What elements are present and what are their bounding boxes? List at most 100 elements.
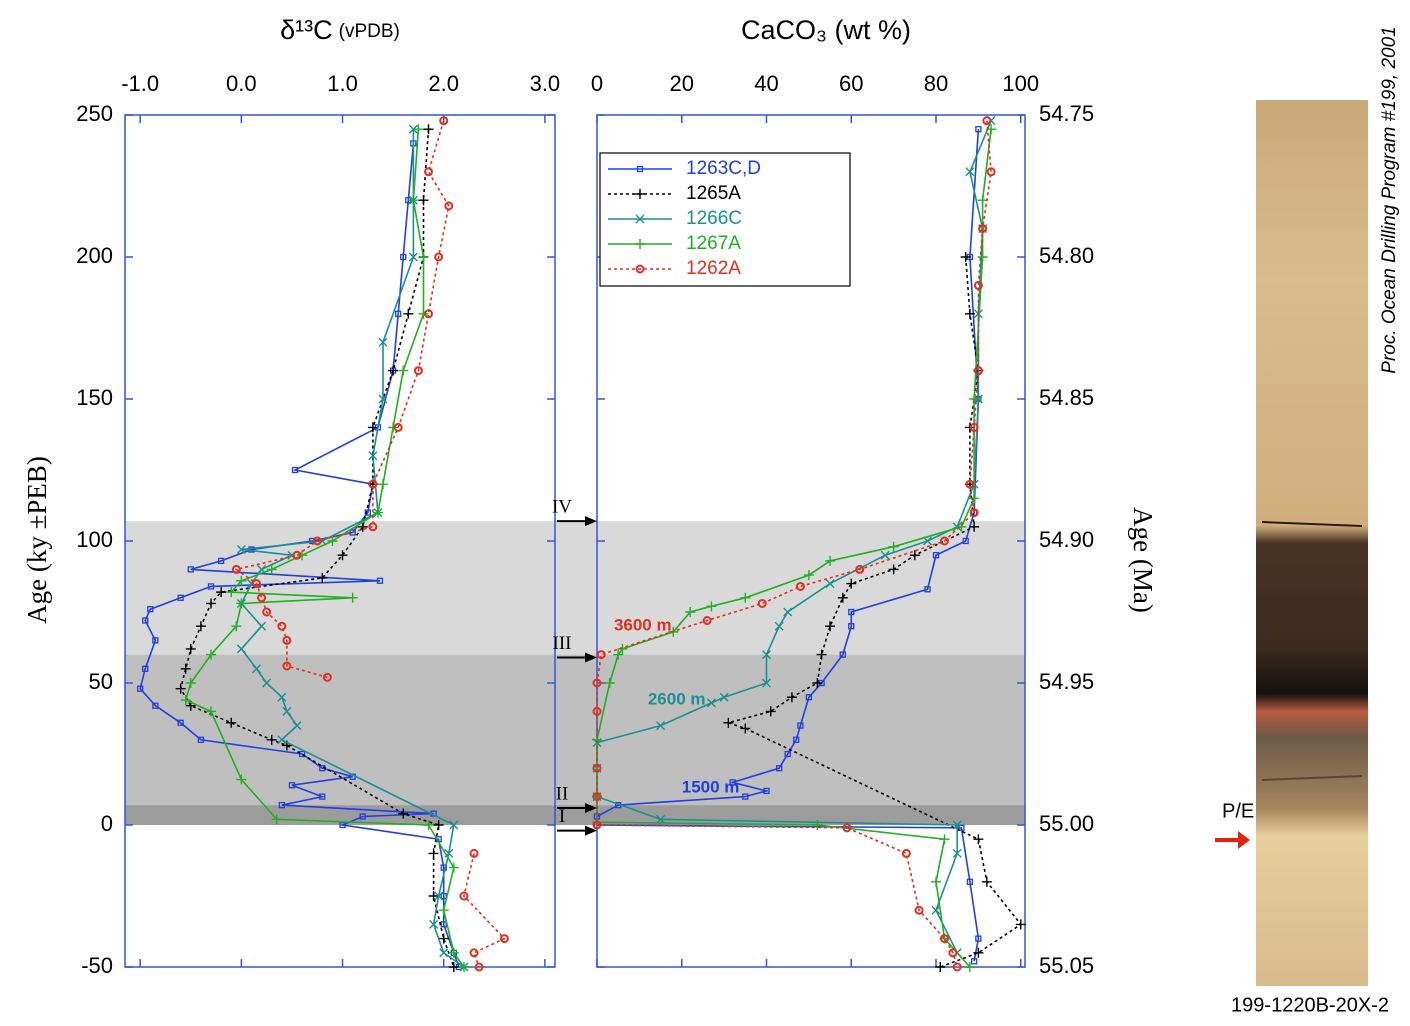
point <box>448 862 459 873</box>
point <box>413 366 423 376</box>
point <box>812 678 823 688</box>
point <box>142 665 149 672</box>
point <box>433 820 444 830</box>
legend-label: 1266C <box>686 208 742 229</box>
point <box>206 706 216 717</box>
point <box>418 252 429 262</box>
depth-annotation: 1500 m <box>682 778 740 797</box>
point <box>977 195 988 206</box>
point <box>837 592 848 603</box>
y2-tick-label: 55.05 <box>1039 953 1094 978</box>
series <box>723 252 1026 972</box>
point <box>969 508 979 518</box>
point <box>931 876 942 887</box>
point <box>185 643 196 654</box>
point <box>825 555 836 566</box>
point <box>434 891 444 901</box>
point <box>783 607 793 617</box>
point <box>729 779 736 786</box>
y2-tick-label: 54.95 <box>1039 669 1094 694</box>
point <box>266 734 277 745</box>
point <box>825 621 836 632</box>
point <box>797 722 804 729</box>
point <box>975 935 982 942</box>
event-label: II <box>556 783 569 804</box>
point <box>931 905 941 915</box>
point <box>271 814 282 825</box>
point <box>408 195 419 206</box>
point <box>952 962 962 972</box>
core-stripe <box>1261 521 1363 527</box>
point <box>613 649 624 660</box>
legend-label: 1267A <box>686 233 741 254</box>
point <box>187 566 194 573</box>
point <box>217 557 225 565</box>
point <box>960 252 971 262</box>
point <box>952 848 962 858</box>
point <box>855 564 865 574</box>
point <box>939 834 950 845</box>
y2-tick-label: 54.85 <box>1039 385 1094 410</box>
point <box>395 310 402 317</box>
point <box>762 678 771 688</box>
point <box>297 550 308 561</box>
point <box>956 521 967 532</box>
point <box>439 116 449 126</box>
point <box>439 948 449 958</box>
x-tick-label: 40 <box>754 71 778 96</box>
y-tick-label: 0 <box>101 811 113 836</box>
point <box>282 661 292 671</box>
point <box>977 252 988 262</box>
point <box>965 479 975 489</box>
point <box>740 592 751 603</box>
point <box>635 264 645 274</box>
point <box>706 601 717 612</box>
point <box>592 763 602 773</box>
point <box>596 650 606 660</box>
x-tick-label: 1.0 <box>327 71 358 96</box>
y-tick-label: 200 <box>76 243 113 268</box>
point <box>142 617 149 624</box>
point <box>372 507 383 518</box>
boundary-arrow <box>1215 831 1250 849</box>
point <box>635 189 645 199</box>
event-label: III <box>553 633 572 654</box>
point <box>177 594 184 601</box>
point <box>236 598 247 609</box>
point <box>337 550 348 561</box>
point <box>975 126 982 133</box>
point <box>231 564 241 574</box>
point <box>388 365 399 376</box>
point <box>839 651 846 658</box>
point <box>939 536 949 546</box>
point <box>418 308 429 319</box>
series-line <box>179 129 455 968</box>
x-tick-label: 80 <box>924 71 948 96</box>
point <box>719 692 729 702</box>
point <box>282 706 292 716</box>
point <box>901 848 911 858</box>
point <box>257 593 267 603</box>
y2-axis-title: Age (Ma) <box>1128 507 1158 613</box>
point <box>848 623 855 630</box>
point <box>400 253 407 261</box>
x-axis-title: CaCO₃ (wt %) <box>741 15 911 45</box>
interval-band <box>125 805 1025 825</box>
point <box>740 723 751 734</box>
point <box>262 678 272 688</box>
point <box>137 685 144 692</box>
point <box>252 579 262 589</box>
point <box>357 521 368 532</box>
point <box>636 165 644 173</box>
series <box>236 124 469 972</box>
point <box>398 808 409 819</box>
point <box>880 550 890 560</box>
event-label: I <box>559 806 565 827</box>
point <box>973 280 983 290</box>
point <box>973 834 984 845</box>
point <box>742 793 749 800</box>
point <box>656 721 666 731</box>
point <box>786 692 797 703</box>
